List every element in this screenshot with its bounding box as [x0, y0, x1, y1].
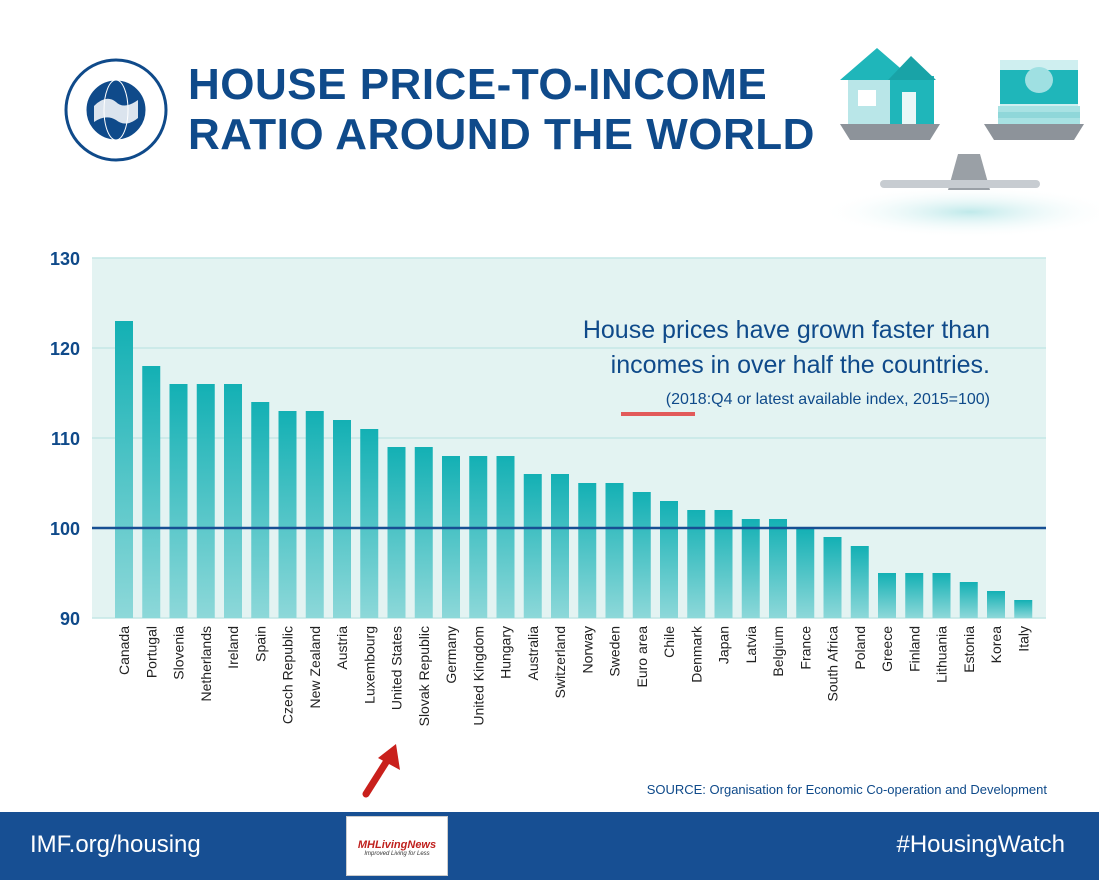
x-tick-label: Netherlands: [198, 626, 214, 702]
bar-poland: [850, 546, 869, 618]
title-line-2: RATIO AROUND THE WORLD: [188, 110, 815, 159]
x-tick-label: Luxembourg: [361, 626, 377, 704]
bar-lithuania: [932, 573, 951, 618]
x-tick-label: Norway: [579, 626, 595, 673]
bar-germany: [442, 456, 460, 618]
mhlivingnews-badge: MHLivingNews Improved Living for Less: [346, 816, 448, 876]
annotation-line-2: incomes in over half the countries.: [611, 351, 990, 379]
x-tick-label: Euro area: [634, 626, 650, 688]
badge-brand: MHLivingNews: [357, 839, 437, 851]
x-tick-label: Italy: [1015, 626, 1031, 652]
x-tick-label: Slovak Republic: [416, 626, 432, 726]
y-tick-label: 90: [60, 609, 80, 629]
x-tick-label: Greece: [879, 626, 895, 672]
bar-greece: [878, 573, 896, 618]
money-stack-icon: [998, 60, 1080, 124]
annotation-line-1: House prices have grown faster than: [583, 316, 990, 344]
bars: [115, 321, 1033, 618]
bar-sweden: [605, 483, 624, 618]
x-tick-label: Estonia: [961, 626, 977, 673]
house-icon: [840, 48, 936, 124]
x-tick-label: United States: [389, 626, 405, 710]
bar-euro-area: [632, 492, 651, 618]
x-tick-label: Sweden: [607, 626, 623, 677]
bar-france: [796, 528, 815, 618]
x-tick-label: Czech Republic: [280, 626, 296, 724]
highlight-underline: [621, 412, 695, 416]
x-tick-label: Belgium: [770, 626, 786, 677]
x-tick-label: New Zealand: [307, 626, 323, 709]
x-tick-label: Finland: [906, 626, 922, 672]
red-arrow-icon: [362, 744, 400, 798]
title-line-1: HOUSE PRICE-TO-INCOME: [188, 60, 768, 109]
x-tick-label: Australia: [525, 626, 541, 681]
x-tick-label: Portugal: [143, 626, 159, 678]
footer-link[interactable]: IMF.org/housing: [30, 831, 201, 858]
x-tick-label: Japan: [716, 626, 732, 664]
x-tick-label: Hungary: [498, 626, 514, 679]
y-tick-label: 110: [51, 429, 80, 449]
bar-latvia: [741, 519, 760, 618]
y-tick-label: 130: [50, 249, 80, 269]
bar-australia: [523, 474, 542, 618]
bar-ireland: [224, 384, 242, 618]
x-tick-label: Spain: [252, 626, 268, 662]
x-tick-label: United Kingdom: [470, 626, 486, 726]
x-tick-label: Slovenia: [171, 626, 187, 680]
bar-hungary: [496, 456, 515, 618]
bar-netherlands: [196, 384, 215, 618]
x-tick-label: Switzerland: [552, 626, 568, 698]
x-tick-label: Ireland: [225, 626, 241, 669]
bar-italy: [1014, 600, 1033, 618]
y-tick-label: 120: [50, 339, 80, 359]
x-tick-label: Latvia: [743, 626, 759, 664]
bar-new-zealand: [305, 411, 324, 618]
bar-canada: [115, 321, 133, 618]
bar-korea: [987, 591, 1005, 618]
x-tick-label: Korea: [988, 626, 1004, 664]
page-title: HOUSE PRICE-TO-INCOME RATIO AROUND THE W…: [188, 60, 828, 160]
house-scale-illustration: [820, 48, 1099, 238]
bar-austria: [333, 420, 351, 618]
x-axis-labels: Canada Portugal Slovenia Netherlands Ireland…: [116, 625, 1031, 726]
x-tick-label: Canada: [116, 626, 132, 675]
x-tick-label: Chile: [661, 626, 677, 658]
bar-slovak-republic: [414, 447, 433, 618]
bar-united-kingdom: [469, 456, 488, 618]
bar-czech-republic: [278, 411, 297, 618]
bar-finland: [905, 573, 924, 618]
footer-hashtag[interactable]: #HousingWatch: [896, 831, 1065, 858]
badge-tagline: Improved Living for Less: [364, 851, 430, 857]
annotation-note: (2018:Q4 or latest available index, 2015…: [666, 391, 990, 408]
x-tick-label: Austria: [334, 626, 350, 670]
x-tick-label: Denmark: [688, 625, 704, 683]
bar-denmark: [687, 510, 706, 618]
bar-chile: [660, 501, 678, 618]
bar-luxembourg: [360, 429, 379, 618]
bar-spain: [251, 402, 270, 618]
x-tick-label: Lithuania: [934, 626, 950, 683]
y-tick-label: 100: [50, 519, 80, 539]
bar-japan: [714, 510, 733, 618]
x-tick-label: Germany: [443, 626, 459, 684]
footer-bar: IMF.org/housing MHLivingNews Improved Li…: [0, 812, 1099, 880]
bar-switzerland: [551, 474, 569, 618]
source-note: SOURCE: Organisation for Economic Co-ope…: [646, 782, 1047, 797]
bar-slovenia: [169, 384, 188, 618]
bar-south-africa: [823, 537, 842, 618]
x-tick-label: France: [797, 626, 813, 670]
imf-logo: [64, 58, 168, 162]
bar-portugal: [142, 366, 161, 618]
bar-belgium: [769, 519, 787, 618]
bar-chart: 90 100 110 120 130 Canada Portugal Slovenia Net…: [50, 249, 1046, 726]
bar-estonia: [959, 582, 978, 618]
bar-united-states: [387, 447, 406, 618]
x-tick-label: South Africa: [825, 626, 841, 702]
x-tick-label: Poland: [852, 626, 868, 670]
bar-norway: [578, 483, 597, 618]
y-axis-labels: 90 100 110 120 130: [50, 249, 80, 629]
